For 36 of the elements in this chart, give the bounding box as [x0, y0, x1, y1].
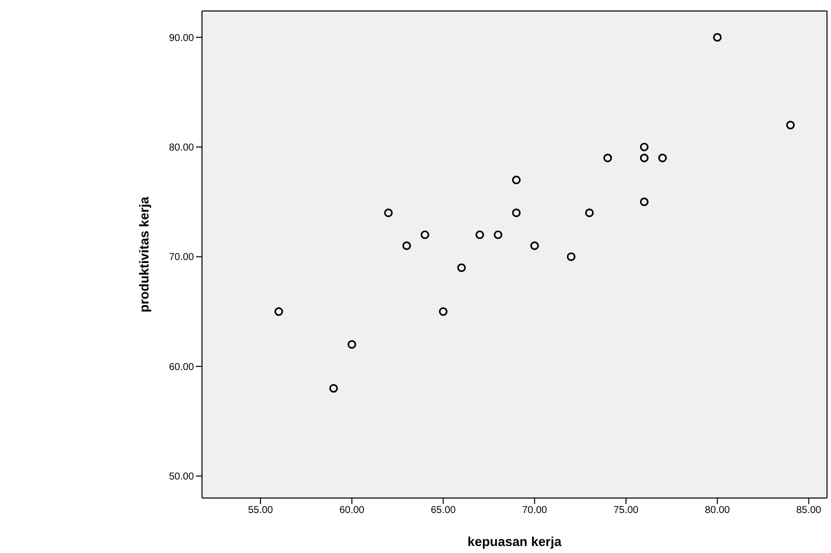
- point: [640, 154, 649, 162]
- point: [713, 33, 722, 42]
- y-tick-label: 70.00: [168, 252, 194, 264]
- point: [786, 120, 795, 130]
- y-tick-label: 80.00: [168, 142, 194, 154]
- x-tick-label: 85.00: [796, 505, 822, 516]
- point: [512, 176, 521, 184]
- y-axis-title: produktivitas kerja: [136, 196, 152, 312]
- point: [475, 230, 484, 240]
- point: [494, 230, 502, 240]
- point: [438, 307, 448, 316]
- x-tick-label: 75.00: [613, 505, 639, 516]
- point: [402, 241, 411, 250]
- point: [384, 208, 393, 218]
- y-tick-label: 60.00: [168, 362, 194, 373]
- x-tick-label: 55.00: [248, 505, 274, 516]
- x-tick-label: 60.00: [339, 505, 365, 516]
- point: [329, 384, 338, 393]
- point: [420, 230, 430, 240]
- point: [457, 263, 466, 272]
- point: [512, 208, 521, 218]
- point: [530, 241, 539, 250]
- point: [640, 142, 649, 152]
- point: [348, 340, 356, 349]
- point: [274, 307, 284, 316]
- point: [585, 208, 594, 218]
- x-tick-label: 65.00: [430, 505, 456, 516]
- point: [640, 198, 649, 206]
- point: [658, 154, 667, 162]
- x-axis-title: kepuasan kerja: [468, 534, 562, 549]
- point: [603, 154, 612, 162]
- y-tick-label: 50.00: [168, 472, 194, 483]
- y-tick-label: 90.00: [168, 32, 194, 44]
- x-tick-label: 70.00: [522, 505, 548, 516]
- x-tick-label: 80.00: [704, 505, 730, 516]
- point: [566, 252, 576, 261]
